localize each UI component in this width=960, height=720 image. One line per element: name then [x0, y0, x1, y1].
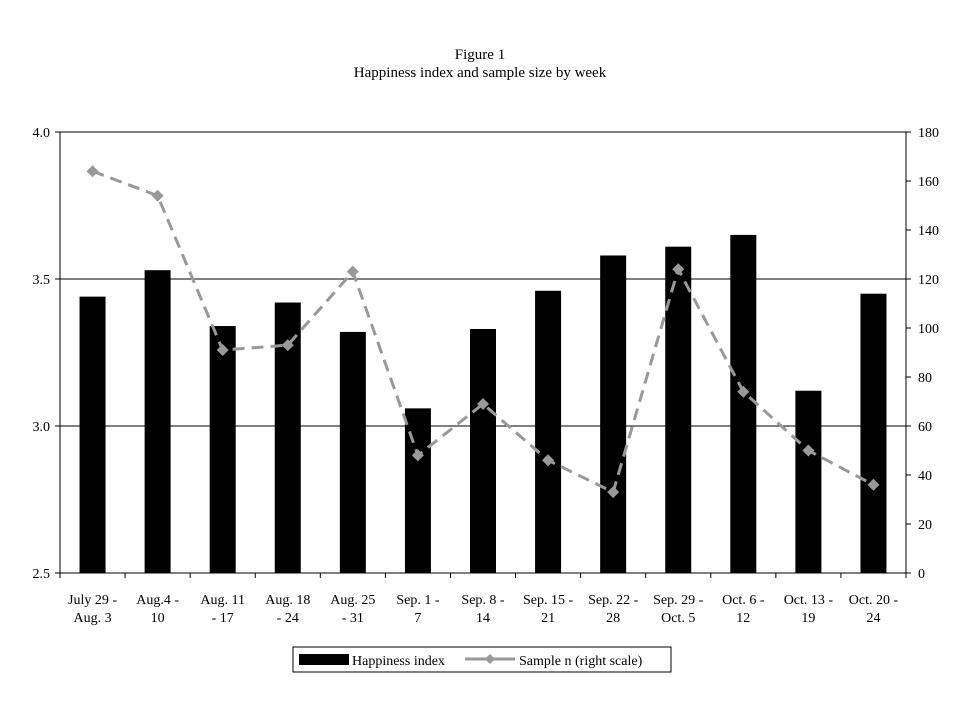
sample-point-1: [151, 189, 164, 202]
bar-2: [209, 326, 236, 573]
category-label-10: Oct. 6 -12: [722, 593, 765, 626]
legend: Happiness index Sample n (right scale): [292, 646, 672, 673]
category-label-5: Sep. 1 -7: [396, 593, 440, 626]
sample-point-12: [867, 478, 880, 491]
sample-point-10: [737, 385, 750, 398]
right-tick-label-0: 0: [918, 567, 925, 582]
sample-point-7: [542, 454, 555, 467]
bar-0: [79, 296, 106, 573]
category-label-1: Aug.4 -10: [136, 593, 179, 626]
category-label-11: Oct. 13 -19: [784, 593, 834, 626]
category-label-6: Sep. 8 -14: [461, 593, 505, 626]
sample-point-9: [672, 263, 685, 276]
right-tick-label-1: 20: [918, 518, 932, 533]
sample-point-0: [86, 165, 99, 178]
sample-point-6: [477, 397, 489, 410]
chart-subtitle: Happiness index and sample size by week: [353, 65, 607, 81]
sample-point-8: [607, 486, 620, 499]
bar-4: [339, 331, 366, 573]
axes: [55, 131, 911, 578]
chart-title: Figure 1: [454, 47, 506, 63]
right-tick-label-2: 40: [918, 469, 932, 484]
axis-labels: 2.5 3.0 3.5 4.0 0 20 40 60 80 100 120 140 160 180 July…: [33, 126, 940, 626]
right-tick-label-6: 120: [918, 273, 939, 288]
bar-1: [144, 270, 171, 573]
right-tick-label-9: 180: [918, 126, 939, 141]
sample-point-2: [216, 344, 229, 357]
category-label-7: Sep. 15 -21: [523, 593, 574, 626]
category-label-4: Aug. 25- 31: [330, 593, 375, 626]
sample-point-4: [346, 265, 359, 278]
left-tick-label-0: 2.5: [33, 567, 51, 582]
legend-label-sample: Sample n (right scale): [519, 654, 643, 669]
right-tick-label-8: 160: [918, 175, 939, 190]
left-tick-label-3: 4.0: [33, 126, 51, 141]
category-label-3: Aug. 18- 24: [265, 593, 310, 626]
category-label-12: Oct. 20 -24: [849, 593, 899, 626]
left-tick-label-2: 3.5: [33, 273, 51, 288]
bar-10: [730, 234, 757, 573]
category-label-8: Sep. 22 -28: [588, 593, 639, 626]
right-tick-label-4: 80: [918, 371, 932, 386]
sample-line: [86, 165, 880, 499]
sample-point-5: [411, 449, 424, 462]
legend-bar-swatch: [299, 654, 349, 665]
right-tick-label-5: 100: [918, 322, 939, 337]
legend-line-marker: [485, 654, 495, 664]
sample-point-3: [281, 339, 294, 352]
right-tick-label-7: 140: [918, 224, 939, 239]
bar-7: [535, 290, 562, 573]
chart-title-block: Figure 1 Happiness index and sample size…: [0, 46, 960, 82]
legend-label-happiness: Happiness index: [352, 654, 445, 669]
bar-8: [600, 255, 627, 574]
bar-6: [470, 328, 496, 573]
category-label-2: Aug. 11- 17: [200, 593, 245, 626]
happiness-bars: [79, 234, 887, 574]
category-label-0: July 29 -Aug. 3: [68, 593, 117, 626]
category-label-9: Sep. 29 -Oct. 5: [653, 593, 704, 626]
sample-point-11: [802, 444, 815, 457]
right-tick-label-3: 60: [918, 420, 932, 435]
bar-12: [860, 293, 887, 573]
bar-5: [404, 408, 431, 573]
bar-9: [665, 246, 692, 573]
left-tick-label-1: 3.0: [33, 420, 51, 435]
bar-11: [795, 390, 822, 573]
